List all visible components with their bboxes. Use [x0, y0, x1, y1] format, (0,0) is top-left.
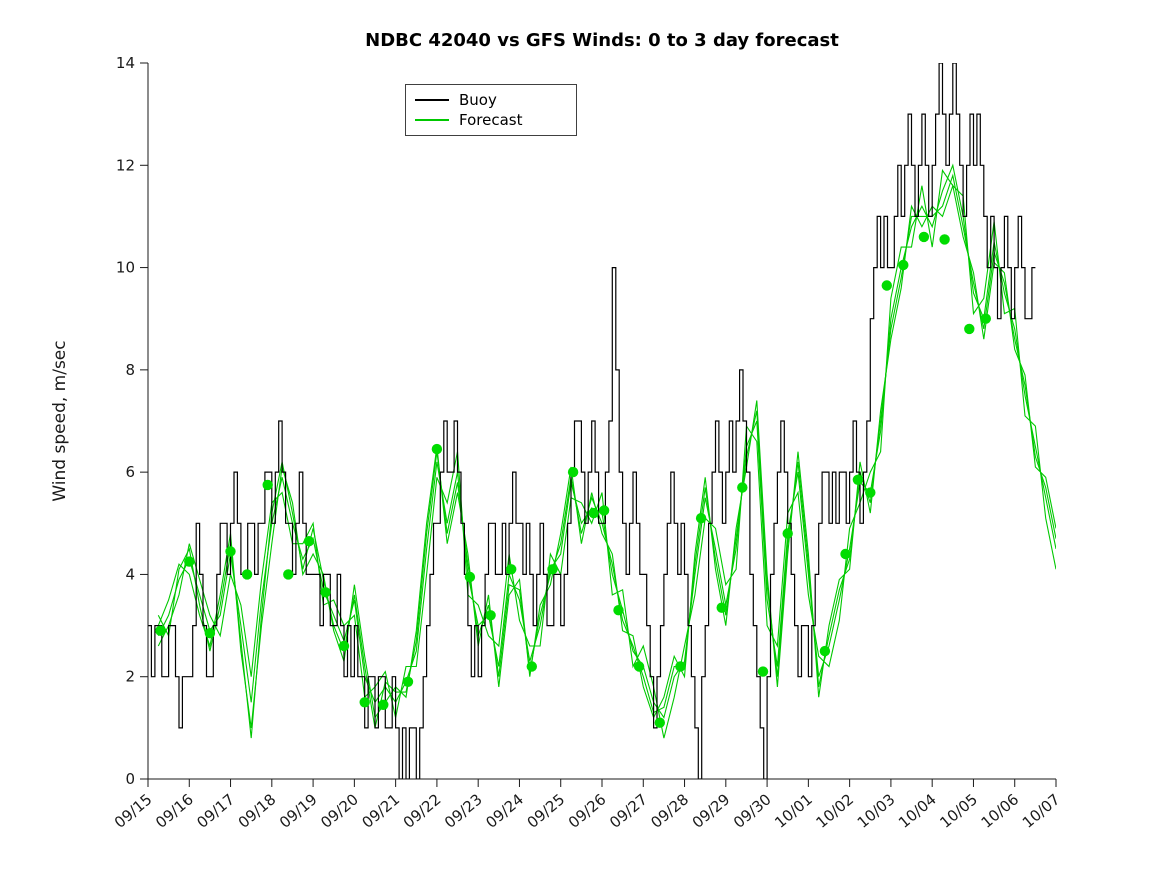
forecast-marker	[225, 546, 236, 557]
y-tick-label: 14	[116, 54, 135, 72]
forecast-marker	[155, 625, 166, 636]
x-tick-label: 10/07	[1019, 790, 1064, 832]
forecast-marker	[506, 564, 517, 575]
legend: Buoy Forecast	[405, 84, 577, 136]
forecast-marker	[633, 661, 645, 672]
forecast-marker	[840, 548, 851, 560]
forecast-marker	[320, 587, 331, 598]
y-tick-label: 8	[125, 361, 135, 379]
forecast-marker	[547, 564, 558, 575]
forecast-marker	[918, 231, 930, 243]
forecast-marker	[675, 661, 686, 672]
axis-spines	[147, 63, 1056, 780]
forecast-line-swatch	[415, 119, 449, 122]
forecast-marker	[283, 569, 294, 580]
y-tick-label: 6	[125, 463, 135, 481]
forecast-marker	[757, 666, 769, 677]
forecast-marker	[964, 323, 975, 335]
x-tick-label: 09/27	[606, 790, 651, 832]
forecast-marker	[378, 699, 389, 710]
x-tick-label: 10/03	[854, 790, 899, 832]
forecast-marker	[716, 602, 727, 613]
x-tick-label: 10/06	[978, 790, 1023, 832]
forecast-marker	[898, 259, 909, 271]
x-tick-label: 10/05	[936, 790, 981, 832]
x-tick-label: 09/22	[400, 790, 445, 832]
x-tick-label: 10/04	[895, 790, 940, 832]
x-tick-label: 09/30	[730, 790, 775, 832]
buoy-line-swatch	[415, 98, 449, 101]
forecast-line	[157, 168, 1056, 739]
forecast-marker	[338, 640, 350, 652]
forecast-marker	[782, 528, 793, 539]
chart-title: NDBC 42040 vs GFS Winds: 0 to 3 day fore…	[365, 30, 839, 51]
forecast-marker	[613, 605, 624, 616]
forecast-marker	[431, 443, 443, 455]
x-tick-label: 09/15	[111, 790, 156, 832]
forecast-marker	[695, 513, 707, 524]
forecast-marker	[184, 556, 195, 567]
forecast-marker	[485, 610, 496, 621]
x-tick-label: 09/23	[441, 790, 486, 832]
legend-label-buoy: Buoy	[459, 90, 497, 109]
legend-item-buoy: Buoy	[406, 91, 576, 109]
x-tick-label: 09/26	[565, 790, 610, 832]
x-tick-label: 10/01	[771, 790, 816, 832]
x-tick-label: 09/18	[235, 790, 280, 832]
x-tick-label: 09/28	[647, 790, 692, 832]
forecast-marker	[359, 697, 370, 708]
forecast-marker	[881, 280, 892, 291]
y-tick-label: 2	[125, 668, 135, 686]
forecast-marker	[262, 479, 273, 491]
forecast-marker	[852, 474, 864, 485]
x-tick-label: 09/19	[276, 790, 321, 832]
x-tick-label: 09/24	[482, 790, 527, 832]
x-tick-label: 09/16	[152, 790, 197, 832]
forecast-marker	[303, 536, 315, 547]
legend-label-forecast: Forecast	[459, 111, 523, 130]
forecast-marker	[588, 507, 599, 519]
x-tick-label: 09/17	[193, 790, 238, 832]
x-tick-label: 09/29	[689, 790, 734, 832]
y-tick-label: 12	[116, 156, 135, 174]
x-tick-label: 10/02	[813, 790, 858, 832]
forecast-marker	[980, 313, 991, 324]
forecast-marker	[654, 717, 665, 728]
forecast-marker	[241, 569, 253, 580]
buoy-line	[148, 63, 1036, 779]
y-tick-label: 4	[125, 565, 135, 583]
forecast-marker	[598, 505, 610, 516]
x-tick-label: 09/20	[317, 790, 362, 832]
forecast-line	[157, 183, 1056, 728]
x-tick-label: 09/25	[524, 790, 569, 832]
legend-item-forecast: Forecast	[406, 111, 576, 129]
forecast-marker	[865, 487, 876, 498]
forecast-marker	[464, 571, 476, 583]
y-tick-label: 10	[116, 259, 135, 277]
forecast-marker	[819, 645, 831, 657]
forecast-line	[157, 173, 1056, 739]
forecast-marker	[737, 482, 748, 493]
x-tick-label: 09/21	[359, 790, 404, 832]
y-tick-label: 0	[125, 770, 135, 788]
forecast-line	[157, 163, 1056, 719]
forecast-marker	[402, 676, 414, 687]
forecast-marker	[567, 466, 579, 478]
forecast-marker	[939, 234, 950, 245]
forecast-marker	[526, 661, 537, 672]
forecast-marker	[204, 628, 216, 639]
